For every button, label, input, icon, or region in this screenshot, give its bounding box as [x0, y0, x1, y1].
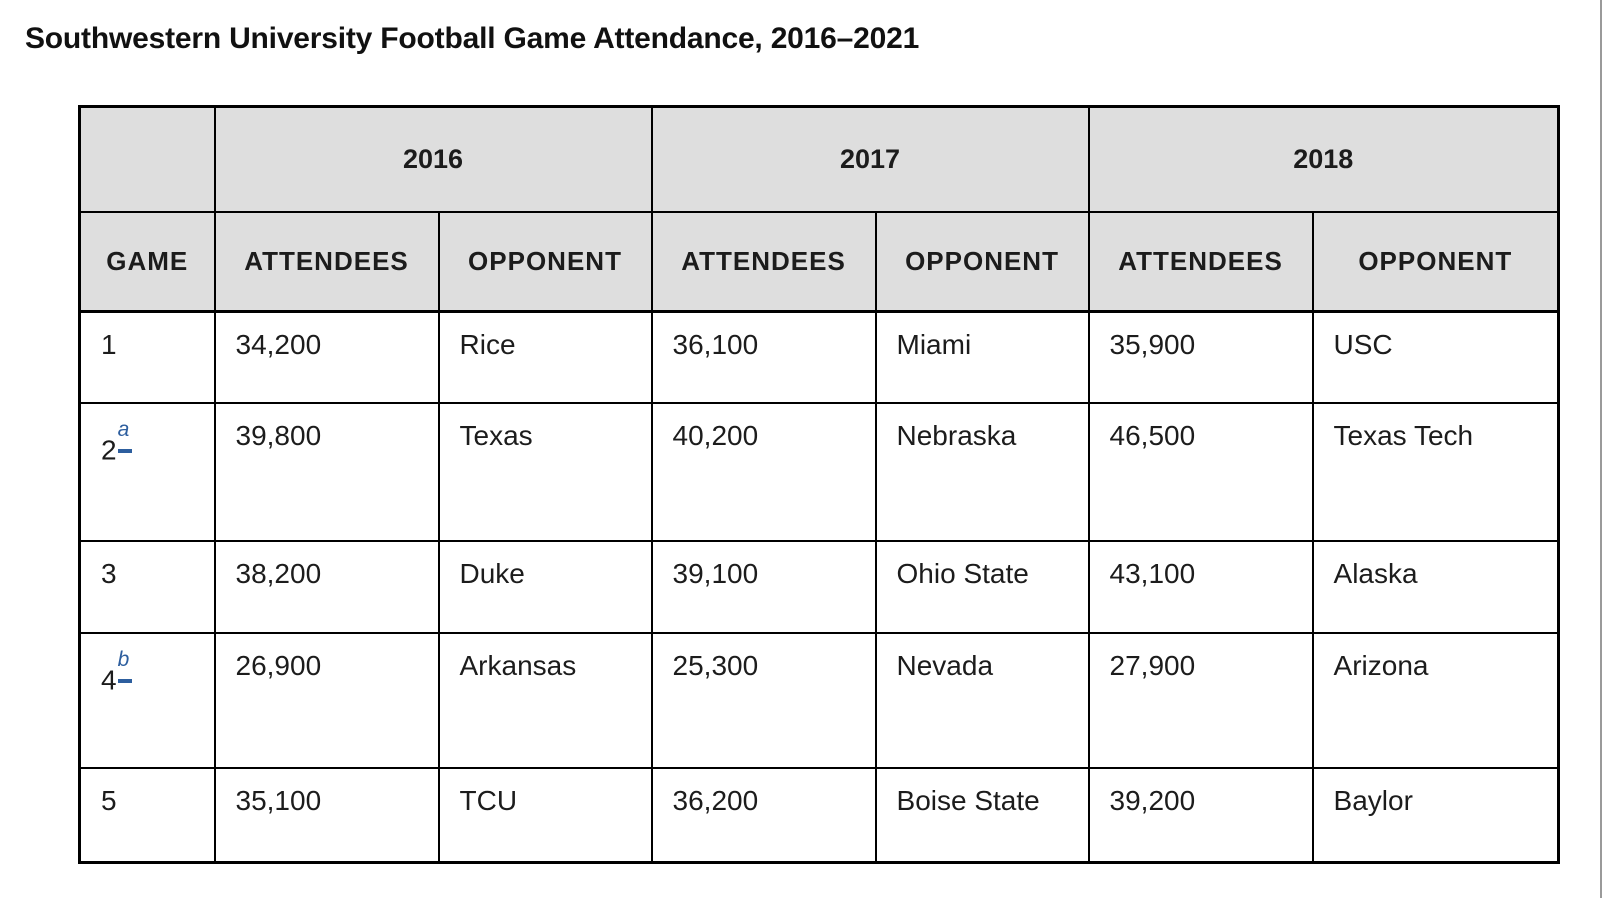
- column-header-attendees-2016: ATTENDEES: [213, 210, 440, 313]
- table-row: 1 34,200 Rice 36,100 Miami 35,900 USC: [78, 310, 1560, 404]
- column-header-opponent-2017: OPPONENT: [874, 210, 1090, 313]
- attendees-cell: 27,900: [1087, 631, 1314, 769]
- game-number-cell: 2a: [78, 401, 216, 542]
- opponent-cell: Texas Tech: [1311, 401, 1560, 542]
- opponent-cell: USC: [1311, 310, 1560, 404]
- attendees-cell: 36,200: [650, 766, 877, 864]
- opponent-cell: Texas: [437, 401, 653, 542]
- column-header-row: GAME ATTENDEES OPPONENT ATTENDEES OPPONE…: [78, 210, 1560, 313]
- table-row: 2a 39,800 Texas 40,200 Nebraska 46,500 T…: [78, 401, 1560, 542]
- attendees-cell: 39,200: [1087, 766, 1314, 864]
- footnote-link-a[interactable]: a: [117, 417, 132, 453]
- game-number-cell: 4b: [78, 631, 216, 769]
- viewport-right-edge: [1600, 0, 1602, 898]
- opponent-cell: Nevada: [874, 631, 1090, 769]
- game-number-cell: 5: [78, 766, 216, 864]
- opponent-cell: Duke: [437, 539, 653, 634]
- attendees-cell: 35,900: [1087, 310, 1314, 404]
- year-header-row: 2016 2017 2018: [78, 105, 1560, 213]
- opponent-cell: TCU: [437, 766, 653, 864]
- attendees-cell: 43,100: [1087, 539, 1314, 634]
- column-header-game: GAME: [78, 210, 216, 313]
- attendees-cell: 36,100: [650, 310, 877, 404]
- page-title: Southwestern University Football Game At…: [25, 22, 920, 55]
- table-row: 4b 26,900 Arkansas 25,300 Nevada 27,900 …: [78, 631, 1560, 769]
- attendees-cell: 39,800: [213, 401, 440, 542]
- year-header-2017: 2017: [650, 105, 1090, 213]
- attendees-cell: 25,300: [650, 631, 877, 769]
- corner-cell: [78, 105, 216, 213]
- game-number: 5: [101, 784, 117, 816]
- table-row: 3 38,200 Duke 39,100 Ohio State 43,100 A…: [78, 539, 1560, 634]
- opponent-cell: Rice: [437, 310, 653, 404]
- game-number: 1: [101, 329, 117, 360]
- column-header-opponent-2016: OPPONENT: [437, 210, 653, 313]
- year-header-2018: 2018: [1087, 105, 1560, 213]
- opponent-cell: Arizona: [1311, 631, 1560, 769]
- game-number: 2: [101, 433, 117, 465]
- column-header-attendees-2017: ATTENDEES: [650, 210, 877, 313]
- column-header-opponent-2018: OPPONENT: [1311, 210, 1560, 313]
- table-row: 5 35,100 TCU 36,200 Boise State 39,200 B…: [78, 766, 1560, 864]
- game-number: 3: [101, 557, 117, 589]
- game-number-cell: 3: [78, 539, 216, 634]
- footnote-link-b[interactable]: b: [117, 647, 132, 683]
- column-header-attendees-2018: ATTENDEES: [1087, 210, 1314, 313]
- attendees-cell: 46,500: [1087, 401, 1314, 542]
- year-header-2016: 2016: [213, 105, 653, 213]
- attendees-cell: 39,100: [650, 539, 877, 634]
- opponent-cell: Boise State: [874, 766, 1090, 864]
- game-number-cell: 1: [78, 310, 216, 404]
- attendance-table: 2016 2017 2018 GAME ATTENDEES OPPONENT A…: [78, 105, 1561, 864]
- opponent-cell: Miami: [874, 310, 1090, 404]
- opponent-cell: Ohio State: [874, 539, 1090, 634]
- opponent-cell: Alaska: [1311, 539, 1560, 634]
- opponent-cell: Arkansas: [437, 631, 653, 769]
- attendees-cell: 35,100: [213, 766, 440, 864]
- attendees-cell: 26,900: [213, 631, 440, 769]
- attendees-cell: 34,200: [213, 310, 440, 404]
- attendees-cell: 38,200: [213, 539, 440, 634]
- opponent-cell: Baylor: [1311, 766, 1560, 864]
- opponent-cell: Nebraska: [874, 401, 1090, 542]
- attendees-cell: 40,200: [650, 401, 877, 542]
- game-number: 4: [101, 663, 117, 695]
